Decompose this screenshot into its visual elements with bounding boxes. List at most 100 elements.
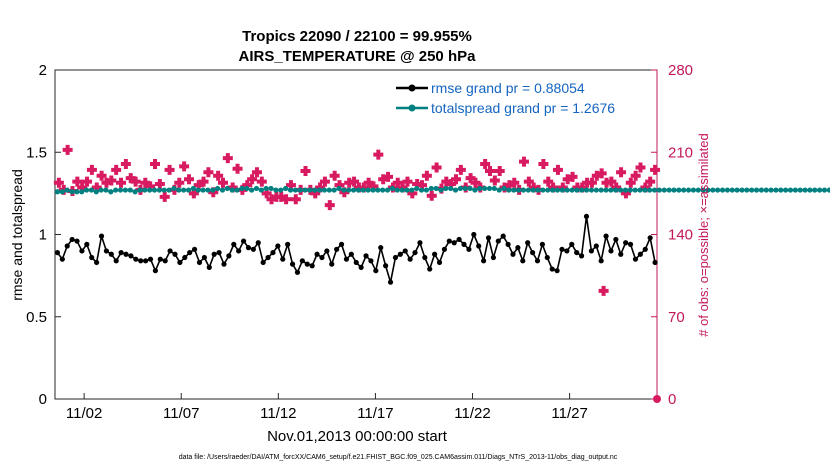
rmse-point (441, 246, 448, 252)
rmse-point (123, 251, 129, 257)
rmse-point (348, 251, 354, 257)
totalspread-point (448, 185, 454, 192)
x-tick-label: 11/27 (551, 405, 587, 422)
totalspread-point (292, 187, 298, 193)
totalspread-point (482, 185, 488, 192)
totalspread-point (525, 187, 531, 193)
obs-count-point (106, 175, 117, 186)
totalspread-point (224, 185, 230, 192)
totalspread-point (122, 187, 128, 193)
rmse-point (103, 248, 110, 254)
totalspread-point (821, 187, 828, 193)
totalspread-point (773, 187, 779, 193)
rmse-point (98, 233, 105, 239)
rmse-point (118, 249, 124, 256)
rmse-point (260, 259, 266, 266)
totalspread-point (491, 185, 497, 192)
obs-count-point (363, 177, 374, 188)
rmse-point (69, 236, 75, 243)
rmse-point (167, 248, 173, 254)
obs-count-point (96, 170, 107, 181)
rmse-point (618, 251, 624, 257)
y-axis-label: rmse and totalspread (9, 169, 25, 301)
rmse-point (172, 251, 178, 257)
totalspread-point (190, 185, 196, 192)
rmse-point (436, 259, 443, 266)
x-tick-label: 11/12 (260, 405, 296, 422)
obs-count-point (77, 182, 88, 193)
obs-count-point (324, 200, 335, 211)
totalspread-point (418, 187, 425, 193)
x-tick-label: 11/07 (163, 405, 199, 422)
totalspread-point (554, 187, 561, 193)
rmse-point (338, 241, 345, 247)
rmse-point (138, 258, 144, 264)
obs-count-point (611, 182, 622, 193)
totalspread-point (535, 187, 541, 193)
totalspread-point (127, 187, 133, 193)
totalspread-point (744, 187, 750, 193)
obs-count-point (402, 176, 413, 187)
totalspread-point (83, 187, 90, 193)
totalspread-point (763, 187, 769, 193)
totalspread-point (365, 187, 371, 193)
rmse-point (240, 238, 247, 244)
obs-count-point (213, 170, 224, 181)
totalspread-point (579, 187, 585, 193)
totalspread-point (695, 187, 701, 193)
totalspread-point (113, 187, 119, 193)
obs-count-point (72, 176, 83, 187)
rmse-point (280, 256, 286, 262)
totalspread-point (613, 187, 619, 193)
totalspread-point (719, 187, 726, 193)
obs-count-point (538, 159, 549, 169)
totalspread-point (161, 187, 167, 193)
totalspread-point (249, 187, 255, 193)
rmse-point (368, 258, 374, 264)
totalspread-point (690, 187, 697, 193)
rmse-point (466, 246, 472, 252)
y-right-tick-label: 0 (668, 391, 676, 408)
rmse-point (334, 246, 340, 252)
totalspread-point (423, 187, 429, 193)
rmse-point (471, 231, 477, 238)
y-tick-label: 1.5 (26, 144, 47, 161)
obs-count-point (421, 170, 432, 181)
rmse-point (196, 259, 203, 266)
totalspread-point (268, 185, 274, 192)
totalspread-point (98, 187, 104, 193)
obs-count-point (315, 182, 326, 193)
rmse-point (495, 238, 501, 244)
totalspread-point (467, 185, 473, 192)
totalspread-point (817, 187, 823, 193)
rmse-point (54, 249, 61, 256)
rmse-point (603, 233, 609, 239)
rmse-point (505, 241, 511, 247)
rmse-point (402, 248, 408, 254)
obs-count-point (256, 176, 267, 187)
rmse-point (637, 251, 643, 257)
obs-count-point (203, 167, 214, 178)
totalspread-point (564, 187, 570, 193)
rmse-point (569, 241, 575, 247)
totalspread-point (414, 185, 420, 192)
totalspread-point (195, 187, 201, 193)
rmse-point (353, 259, 359, 266)
obs-count-point (358, 182, 369, 193)
totalspread-point (239, 185, 245, 192)
obs-count-point (552, 164, 563, 175)
totalspread-point (734, 187, 740, 193)
totalspread-point (316, 187, 323, 193)
obs-count-point (397, 182, 408, 193)
totalspread-point (826, 187, 830, 193)
totalspread-point (108, 189, 114, 195)
totalspread-point (346, 187, 352, 193)
obs-count-point (441, 176, 452, 187)
totalspread-point (550, 187, 556, 193)
rmse-point (554, 268, 560, 274)
obs-count-point (470, 177, 481, 188)
totalspread-point (399, 187, 405, 193)
totalspread-point (792, 187, 798, 193)
totalspread-point (783, 187, 789, 193)
totalspread-point (278, 187, 284, 193)
